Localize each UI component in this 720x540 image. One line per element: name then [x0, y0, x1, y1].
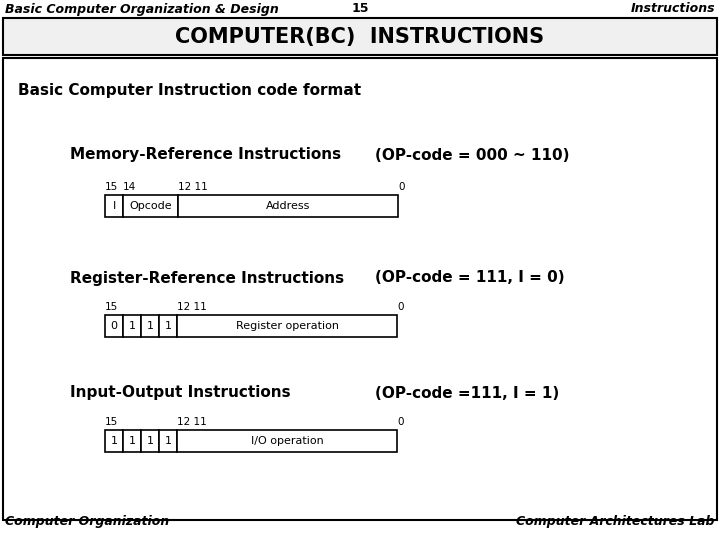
Text: 15: 15: [105, 302, 118, 312]
Text: 1: 1: [164, 436, 171, 446]
Text: Input-Output Instructions: Input-Output Instructions: [70, 386, 291, 401]
Text: 1: 1: [110, 436, 117, 446]
Text: 1: 1: [164, 321, 171, 331]
Text: I/O operation: I/O operation: [251, 436, 323, 446]
Text: (OP-code = 111, I = 0): (OP-code = 111, I = 0): [375, 271, 564, 286]
Bar: [123, 195, 178, 217]
Bar: [159, 430, 177, 452]
Text: 14: 14: [123, 182, 136, 192]
Text: 1: 1: [128, 436, 135, 446]
Bar: [105, 195, 123, 217]
Text: 12 11: 12 11: [177, 417, 207, 427]
Text: 0: 0: [398, 182, 405, 192]
Text: Computer Organization: Computer Organization: [5, 516, 169, 529]
Text: Basic Computer Organization & Design: Basic Computer Organization & Design: [5, 3, 279, 16]
Text: COMPUTER(BC)  INSTRUCTIONS: COMPUTER(BC) INSTRUCTIONS: [176, 26, 544, 46]
Bar: [105, 430, 123, 452]
Bar: [141, 430, 159, 452]
Text: Register-Reference Instructions: Register-Reference Instructions: [70, 271, 344, 286]
Bar: [123, 315, 141, 337]
Text: 0: 0: [110, 321, 117, 331]
Text: Register operation: Register operation: [235, 321, 338, 331]
Bar: [3, 58, 717, 520]
Text: (OP-code =111, I = 1): (OP-code =111, I = 1): [375, 386, 559, 401]
Text: 12 11: 12 11: [177, 302, 207, 312]
Bar: [123, 430, 141, 452]
Text: 1: 1: [146, 436, 153, 446]
Text: 1: 1: [128, 321, 135, 331]
Text: 15: 15: [105, 417, 118, 427]
Text: 15: 15: [351, 3, 369, 16]
Bar: [177, 430, 397, 452]
Text: 0: 0: [397, 302, 403, 312]
Text: Memory-Reference Instructions: Memory-Reference Instructions: [70, 147, 341, 163]
Bar: [3, 18, 717, 55]
Text: (OP-code = 000 ~ 110): (OP-code = 000 ~ 110): [375, 147, 570, 163]
Bar: [141, 315, 159, 337]
Bar: [178, 195, 398, 217]
Bar: [159, 315, 177, 337]
Text: Opcode: Opcode: [129, 201, 172, 211]
Text: 1: 1: [146, 321, 153, 331]
Text: Basic Computer Instruction code format: Basic Computer Instruction code format: [18, 83, 361, 98]
Text: I: I: [112, 201, 116, 211]
Bar: [177, 315, 397, 337]
Text: 15: 15: [105, 182, 118, 192]
Text: Address: Address: [266, 201, 310, 211]
Text: 12 11: 12 11: [178, 182, 208, 192]
Text: Instructions: Instructions: [631, 3, 715, 16]
Text: Computer Architectures Lab: Computer Architectures Lab: [516, 516, 715, 529]
Text: 0: 0: [397, 417, 403, 427]
Bar: [105, 315, 123, 337]
